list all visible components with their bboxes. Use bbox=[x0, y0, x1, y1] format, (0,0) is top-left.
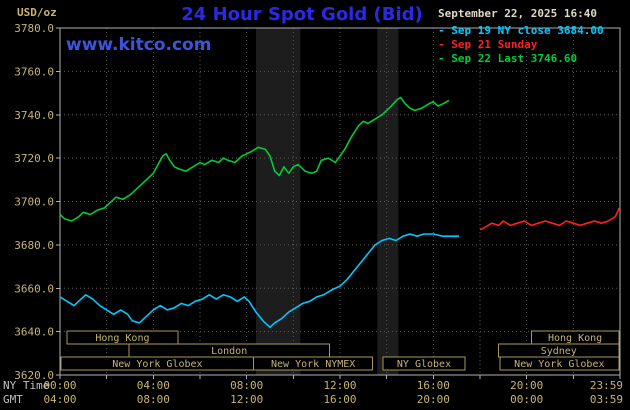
series-line-sep21-sunday bbox=[479, 207, 621, 231]
y-tick-label: 3660.0 bbox=[14, 282, 54, 295]
page-title: 24 Hour Spot Gold (Bid) bbox=[181, 4, 423, 25]
y-tick-label: 3680.0 bbox=[14, 239, 54, 252]
session-label: New York Globex bbox=[112, 359, 202, 370]
y-axis-unit-label: USD/oz bbox=[17, 6, 57, 19]
legend-item-last: - Sep 22 Last 3746.60 bbox=[438, 52, 578, 65]
session-box bbox=[382, 356, 466, 371]
x-tick-label-ny: 16:00 bbox=[417, 379, 450, 392]
legend-item-sunday: - Sep 21 Sunday bbox=[438, 38, 538, 51]
y-tick-label: 3640.0 bbox=[14, 326, 54, 339]
session-label: Hong Kong bbox=[548, 333, 602, 344]
y-tick-label: 3720.0 bbox=[14, 152, 54, 165]
x-tick-label-ny: 12:00 bbox=[323, 379, 356, 392]
x-tick-label-gmt: 00:00 bbox=[510, 393, 543, 406]
x-tick-label-ny: 00:00 bbox=[43, 379, 76, 392]
legend: - Sep 19 NY close 3684.00 - Sep 21 Sunda… bbox=[438, 24, 604, 66]
series-line-sep19-ny-close bbox=[59, 233, 459, 329]
kitco-watermark-link[interactable]: www.kitco.com bbox=[66, 35, 212, 55]
y-tick-label: 3620.0 bbox=[14, 369, 54, 382]
y-tick-label: 3780.0 bbox=[14, 22, 54, 35]
chart-timestamp: September 22, 2025 16:40 bbox=[438, 7, 597, 20]
x-tick-label-gmt: 08:00 bbox=[137, 393, 170, 406]
session-label: London bbox=[211, 346, 247, 357]
x-tick-label-ny: 08:00 bbox=[230, 379, 263, 392]
session-box bbox=[66, 330, 179, 345]
x-tick-label-gmt: 20:00 bbox=[417, 393, 450, 406]
y-tick-label: 3760.0 bbox=[14, 65, 54, 78]
x-tick-label-gmt: 12:00 bbox=[230, 393, 263, 406]
series-line-sep22-last bbox=[59, 96, 450, 222]
x-axis-row-label-ny-time: NY Time bbox=[3, 379, 49, 392]
y-tick-label: 3740.0 bbox=[14, 109, 54, 122]
x-tick-label-gmt: 03:59 bbox=[590, 393, 623, 406]
x-tick-label-gmt: 04:00 bbox=[43, 393, 76, 406]
session-label: New York Globex bbox=[514, 359, 604, 370]
x-tick-label-ny: 04:00 bbox=[137, 379, 170, 392]
session-box bbox=[253, 356, 374, 371]
x-tick-label-ny: 20:00 bbox=[510, 379, 543, 392]
session-label: NY Globex bbox=[397, 359, 451, 370]
session-label: Hong Kong bbox=[95, 333, 149, 344]
x-tick-label-ny: 23:59 bbox=[590, 379, 623, 392]
session-label: New York NYMEX bbox=[271, 359, 355, 370]
x-axis-row-label-gmt: GMT bbox=[3, 393, 23, 406]
y-tick-label: 3700.0 bbox=[14, 196, 54, 209]
legend-item-prev-close: - Sep 19 NY close 3684.00 bbox=[438, 24, 604, 37]
x-tick-label-gmt: 16:00 bbox=[323, 393, 356, 406]
session-label: Sydney bbox=[541, 346, 577, 357]
session-box bbox=[499, 356, 620, 371]
